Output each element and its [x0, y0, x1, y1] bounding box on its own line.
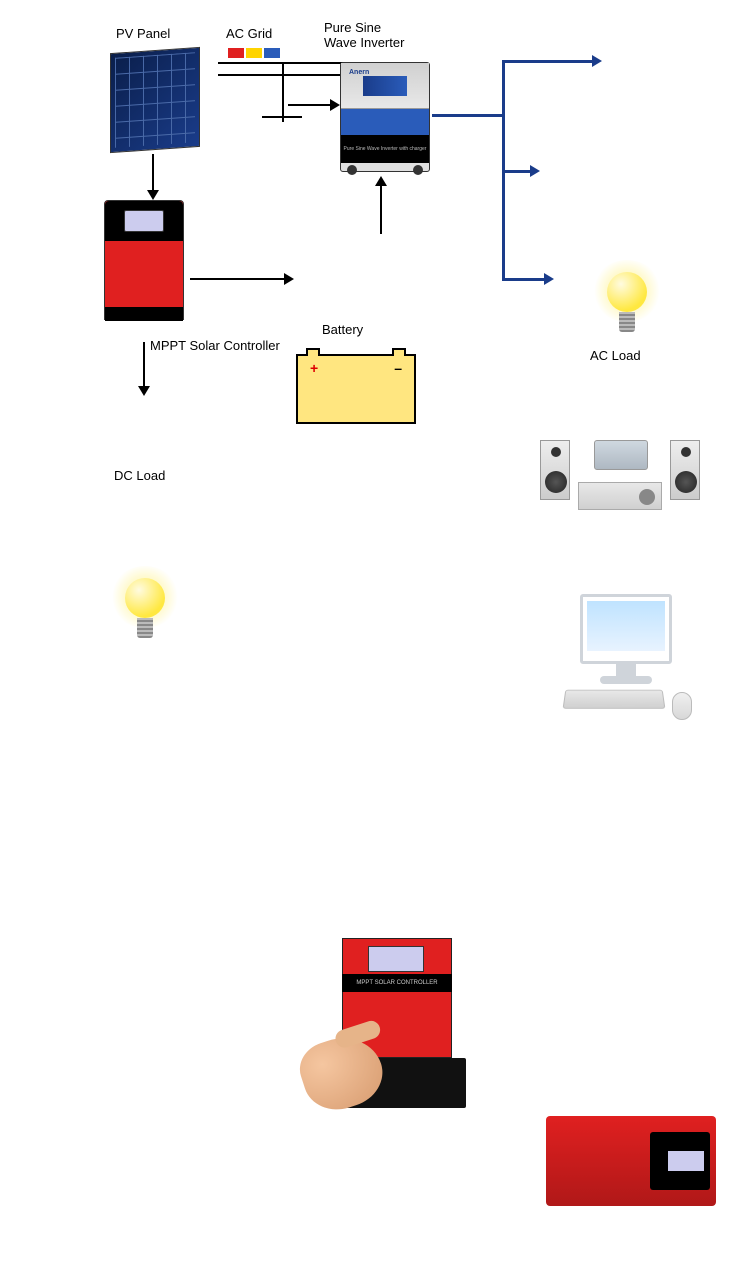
arrowhead-icon	[147, 190, 159, 200]
arrow-pv-mppt	[152, 154, 154, 190]
bus-branch-stereo	[502, 170, 532, 173]
battery-icon: +–	[296, 354, 416, 424]
product-front-open-icon: MPPT SOLAR CONTROLLER	[322, 938, 472, 1118]
mppt-controller-icon	[104, 200, 184, 320]
arrowhead-icon	[592, 55, 602, 67]
bus-inverter-out	[432, 114, 504, 117]
dc-load-label: DC Load	[114, 468, 165, 483]
stereo-icon	[540, 440, 700, 510]
ac-bulb-icon	[604, 272, 650, 332]
dc-load-bulb-icon	[122, 578, 168, 638]
inverter-caption: Pure Sine Wave Inverter with charger	[341, 135, 429, 163]
arrowhead-icon	[138, 386, 150, 396]
arrow-mppt-dcload	[143, 342, 145, 386]
arrowhead-icon	[530, 165, 540, 177]
arrow-battery-inverter	[380, 186, 382, 234]
product-header-label: MPPT SOLAR CONTROLLER	[342, 974, 452, 992]
ac-grid-icon	[218, 44, 348, 120]
bus-branch-pc	[502, 278, 546, 281]
ac-load-label: AC Load	[590, 348, 641, 363]
product-iso-red-icon	[546, 1116, 716, 1206]
arrowhead-icon	[330, 99, 340, 111]
pc-icon	[556, 594, 696, 714]
mppt-label: MPPT Solar Controller	[150, 338, 280, 353]
inverter-icon: Anern Pure Sine Wave Inverter with charg…	[340, 62, 430, 172]
pv-panel-icon	[110, 50, 200, 150]
bus-branch-bulb	[502, 60, 592, 63]
arrowhead-icon	[375, 176, 387, 186]
arrow-grid-inverter	[288, 104, 330, 106]
arrowhead-icon	[544, 273, 554, 285]
solar-system-diagram: PV Panel AC Grid Pure Sine Wave Inverter…	[0, 0, 750, 637]
arrowhead-icon	[284, 273, 294, 285]
arrow-mppt-battery	[190, 278, 284, 280]
ac-grid-label: AC Grid	[226, 26, 272, 41]
battery-label: Battery	[322, 322, 363, 337]
pv-panel-label: PV Panel	[116, 26, 170, 41]
